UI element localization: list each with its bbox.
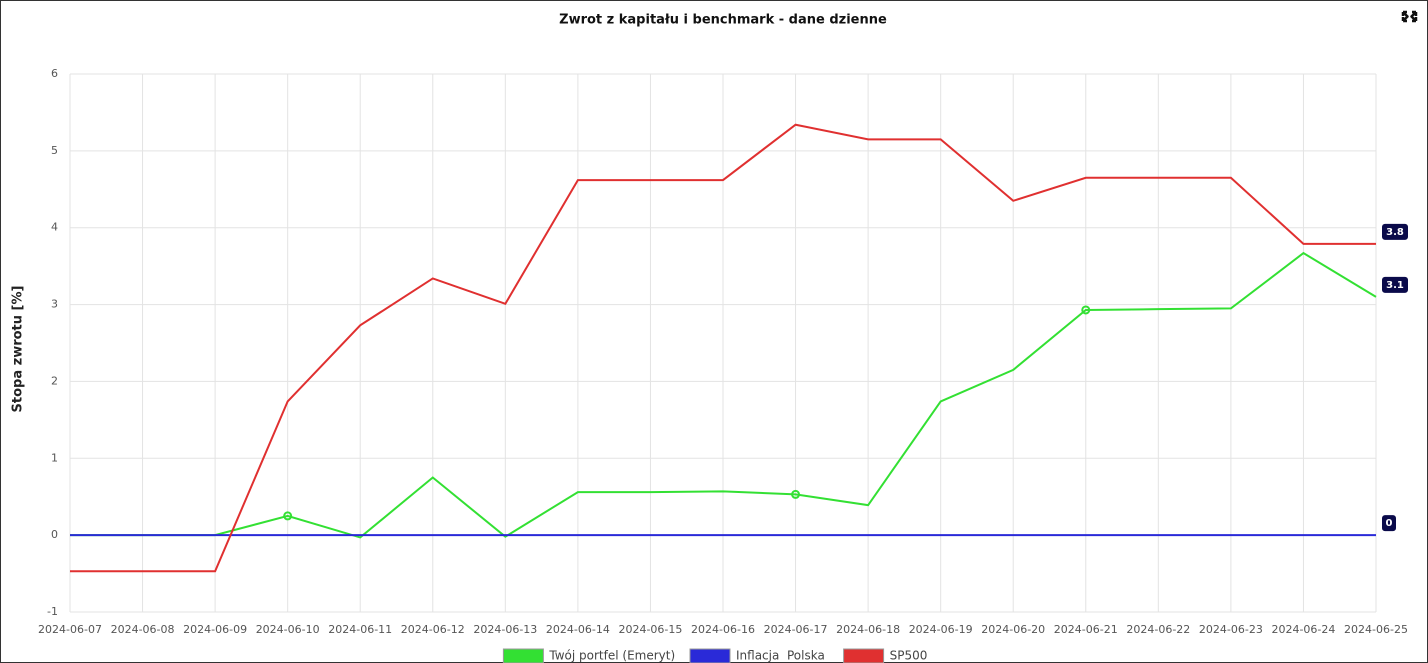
point-marker: [283, 511, 293, 521]
legend-label: Inflacja Polska: [736, 649, 825, 663]
point-marker: [1081, 305, 1091, 315]
x-tick-label: 2024-06-12: [401, 623, 465, 636]
y-tick-label: 5: [51, 144, 58, 157]
value-label-bg: [1382, 276, 1408, 293]
x-tick-label: 2024-06-17: [764, 623, 828, 636]
x-tick-label: 2024-06-19: [909, 623, 973, 636]
x-tick-label: 2024-06-23: [1199, 623, 1263, 636]
value-label: 3.8: [1386, 227, 1404, 238]
y-tick-label: 2: [51, 374, 58, 387]
x-tick-label: 2024-06-21: [1054, 623, 1118, 636]
value-label: 0: [1386, 518, 1393, 529]
y-tick-label: 0: [51, 528, 58, 541]
y-tick-label: 6: [51, 67, 58, 80]
fullscreen-button[interactable]: [1401, 10, 1418, 23]
legend-label: Twój portfel (Emeryt): [548, 649, 675, 663]
legend-swatch: [502, 648, 544, 663]
legend-swatch: [843, 648, 885, 663]
x-tick-label: 2024-06-10: [256, 623, 320, 636]
legend-swatch: [689, 648, 731, 663]
x-tick-label: 2024-06-25: [1344, 623, 1408, 636]
value-label-bg: [1382, 223, 1408, 240]
value-label-bg: [1382, 515, 1396, 532]
value-label: 3.1: [1386, 280, 1404, 291]
series-line: [70, 251, 1377, 539]
x-tick-label: 2024-06-22: [1126, 623, 1190, 636]
x-tick-label: 2024-06-08: [111, 623, 175, 636]
point-marker: [791, 489, 801, 499]
y-axis-label: Stopa zwrotu [%]: [11, 286, 26, 413]
legend-label: SP500: [890, 649, 928, 663]
x-tick-label: 2024-06-09: [183, 623, 247, 636]
y-tick-label: -1: [47, 605, 58, 618]
x-tick-label: 2024-06-15: [618, 623, 682, 636]
x-tick-label: 2024-06-14: [546, 623, 610, 636]
x-tick-label: 2024-06-13: [473, 623, 537, 636]
chart-title: Zwrot z kapitału i benchmark - dane dzie…: [559, 13, 887, 28]
y-tick-label: 4: [51, 221, 58, 234]
series-line: [70, 123, 1376, 573]
x-tick-label: 2024-06-16: [691, 623, 755, 636]
y-tick-label: 1: [51, 451, 58, 464]
x-tick-label: 2024-06-07: [38, 623, 102, 636]
x-tick-label: 2024-06-18: [836, 623, 900, 636]
x-tick-label: 2024-06-24: [1271, 623, 1335, 636]
x-tick-label: 2024-06-11: [328, 623, 392, 636]
x-tick-label: 2024-06-20: [981, 623, 1045, 636]
y-tick-label: 3: [51, 298, 58, 311]
